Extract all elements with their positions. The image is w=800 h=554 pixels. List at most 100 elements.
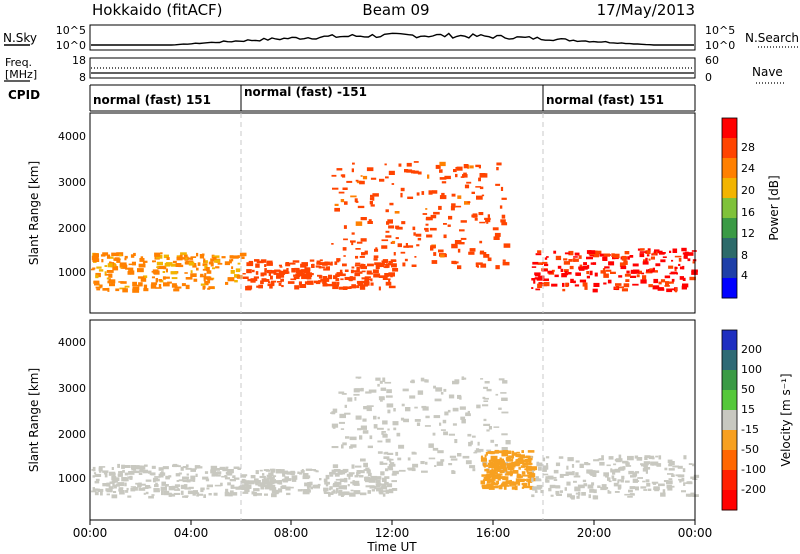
echo-cell xyxy=(484,454,487,458)
echo-cell xyxy=(332,489,336,492)
echo-cell xyxy=(467,201,471,203)
echo-cell xyxy=(97,488,100,492)
echo-cell xyxy=(542,261,548,264)
echo-cell xyxy=(214,259,220,263)
echo-cell xyxy=(414,419,421,422)
echo-cell xyxy=(403,418,409,423)
echo-cell xyxy=(527,450,535,453)
echo-cell xyxy=(180,466,184,471)
echo-cell xyxy=(336,272,343,276)
echo-cell xyxy=(578,491,581,496)
echo-cell xyxy=(278,270,286,275)
echo-cell xyxy=(288,478,292,482)
echo-cell xyxy=(441,192,445,196)
echo-cell xyxy=(251,491,255,495)
echo-cell xyxy=(322,283,328,287)
echo-cell xyxy=(617,485,621,490)
echo-cell xyxy=(319,262,325,265)
echo-cell xyxy=(329,474,334,477)
echo-cell xyxy=(381,432,384,435)
echo-cell xyxy=(297,471,300,474)
velocity-cbar-tick-neg100: -100 xyxy=(741,463,766,476)
echo-cell xyxy=(195,466,203,469)
colorbar-swatch xyxy=(722,490,737,511)
echo-cell xyxy=(645,479,650,483)
echo-cell xyxy=(574,284,580,287)
echo-cell xyxy=(525,466,531,471)
echo-cell xyxy=(277,482,282,485)
echo-cell xyxy=(356,280,364,284)
echo-cell xyxy=(626,462,630,467)
echo-cell xyxy=(652,267,655,272)
echo-cell xyxy=(307,487,310,491)
echo-cell xyxy=(414,406,418,409)
echo-cell xyxy=(511,483,517,486)
echo-cell xyxy=(264,493,268,496)
echo-cell xyxy=(277,281,282,283)
echo-cell xyxy=(396,432,401,437)
echo-cell xyxy=(385,395,393,398)
echo-cell xyxy=(464,201,470,205)
echo-cell xyxy=(617,479,624,482)
echo-cell xyxy=(668,485,675,488)
echo-cell xyxy=(173,492,181,495)
echo-cell xyxy=(340,428,345,430)
echo-cell xyxy=(501,447,508,452)
echo-cell xyxy=(402,388,409,392)
echo-cell xyxy=(671,278,675,282)
echo-cell xyxy=(185,467,192,470)
echo-cell xyxy=(384,381,392,384)
echo-cell xyxy=(618,454,622,459)
echo-cell xyxy=(490,455,498,460)
echo-cell xyxy=(574,252,580,256)
echo-cell xyxy=(538,466,542,471)
echo-cell xyxy=(172,260,177,264)
echo-cell xyxy=(196,493,203,496)
echo-cell xyxy=(589,470,596,472)
echo-cell xyxy=(642,480,646,483)
echo-cell xyxy=(415,233,422,237)
nsky-trace xyxy=(91,32,694,46)
echo-cell xyxy=(486,388,492,392)
echo-cell xyxy=(210,465,218,471)
echo-cell xyxy=(151,494,155,496)
echo-cell xyxy=(528,468,535,471)
echo-cell xyxy=(138,282,143,287)
echo-cell xyxy=(665,281,670,286)
echo-cell xyxy=(375,476,381,480)
echo-cell xyxy=(353,483,360,486)
echo-cell xyxy=(196,252,199,257)
echo-cell xyxy=(516,473,520,478)
echo-cell xyxy=(457,248,461,253)
echo-cell xyxy=(168,486,176,491)
echo-cell xyxy=(517,459,524,464)
echo-cell xyxy=(305,272,313,277)
echo-cell xyxy=(241,478,245,483)
echo-cell xyxy=(351,168,354,173)
echo-cell xyxy=(201,253,205,256)
echo-cell xyxy=(453,169,457,173)
echo-cell xyxy=(266,271,270,274)
echo-cell xyxy=(546,463,549,466)
echo-cell xyxy=(319,478,322,481)
echo-cell xyxy=(162,466,169,470)
echo-cell xyxy=(674,266,678,270)
echo-cell xyxy=(144,464,148,467)
echo-cell xyxy=(111,252,118,257)
echo-cell xyxy=(457,394,462,399)
echo-cell xyxy=(204,273,207,276)
echo-cell xyxy=(268,472,274,477)
echo-cell xyxy=(102,288,108,291)
echo-cell xyxy=(556,485,559,489)
echo-cell xyxy=(174,489,181,491)
echo-cell xyxy=(653,286,657,289)
echo-cell xyxy=(511,486,518,490)
echo-cell xyxy=(372,196,375,201)
echo-cell xyxy=(407,196,414,199)
echo-cell xyxy=(283,269,289,272)
echo-cell xyxy=(243,486,247,489)
echo-cell xyxy=(463,164,469,169)
echo-cell xyxy=(417,390,424,395)
echo-cell xyxy=(469,248,476,252)
echo-cell xyxy=(107,280,111,284)
